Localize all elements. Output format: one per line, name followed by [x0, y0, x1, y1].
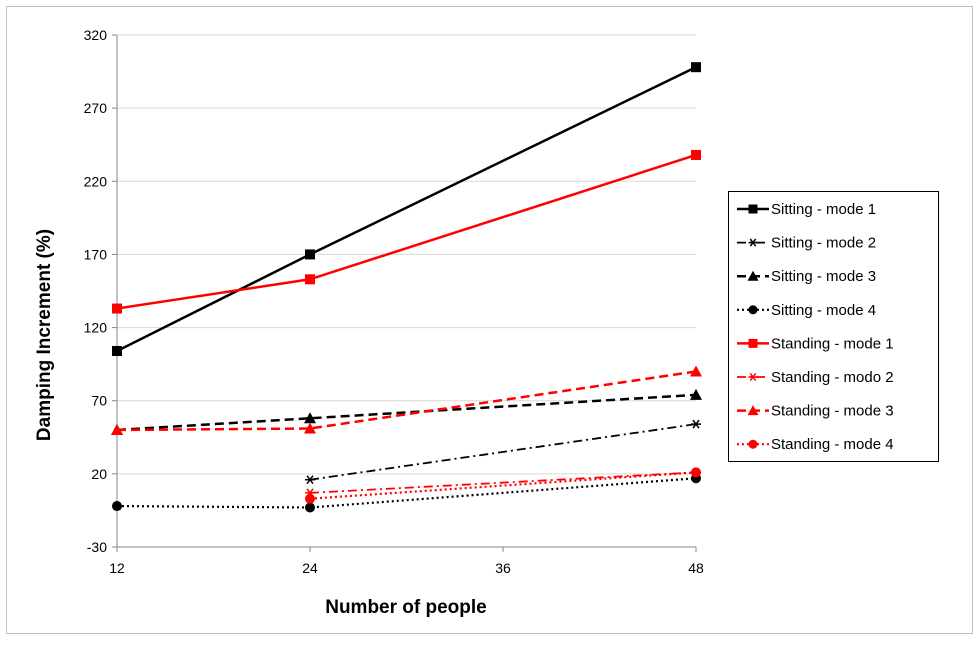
- legend-item: Standing - modo 2: [737, 369, 894, 386]
- data-point-marker: [747, 270, 759, 281]
- data-point-marker: [304, 412, 316, 424]
- y-tick-label: -30: [87, 539, 107, 555]
- series-line: [309, 471, 697, 494]
- asterisk-stroke: [749, 238, 757, 247]
- series-group: [111, 62, 702, 513]
- legend-item: Standing - mode 4: [737, 436, 894, 453]
- legend-label: Standing - modo 2: [771, 369, 894, 386]
- series-line: [116, 370, 697, 432]
- data-point-marker: [691, 62, 701, 73]
- data-point-marker: [691, 419, 701, 429]
- data-point-marker: [305, 493, 315, 504]
- legend-label: Standing - mode 4: [771, 436, 894, 453]
- y-tick-label: 170: [84, 246, 108, 262]
- x-tick-label: 48: [688, 560, 704, 576]
- legend-item: Standing - mode 1: [737, 335, 894, 352]
- series-line: [309, 423, 697, 481]
- data-point-marker: [747, 405, 759, 416]
- data-point-marker: [691, 149, 701, 160]
- data-point-marker: [305, 475, 315, 485]
- legend-items: Sitting - mode 1 Sitting - mode 2 Sitting …: [737, 201, 894, 453]
- data-point-marker: [690, 365, 702, 377]
- series-line: [116, 393, 697, 432]
- series-line: [116, 477, 697, 509]
- data-point-marker: [748, 305, 758, 315]
- data-point-marker: [304, 422, 316, 434]
- legend-box: [728, 191, 939, 462]
- axes: -30 20 70 120 170 220 270 320 12 24 36 48: [84, 27, 704, 576]
- data-point-marker: [305, 249, 315, 260]
- data-point-marker: [112, 345, 122, 356]
- data-point-marker: [690, 388, 702, 400]
- series-sitting-mode-1: [112, 62, 701, 356]
- data-point-marker: [691, 467, 701, 478]
- legend-label: Standing - mode 1: [771, 335, 894, 352]
- y-tick-label: 20: [91, 466, 107, 482]
- y-tick-label: 320: [84, 27, 108, 43]
- legend-item: Standing - mode 3: [737, 403, 894, 420]
- x-tick-label: 12: [109, 560, 125, 576]
- series-standing-mode-1: [112, 149, 701, 314]
- series-sitting-mode-2: [305, 419, 701, 485]
- legend-item: Sitting - mode 4: [737, 302, 876, 319]
- data-point-marker: [748, 372, 758, 382]
- x-axis-title: Number of people: [325, 597, 487, 618]
- legend: Sitting - mode 1 Sitting - mode 2 Sitting …: [728, 191, 939, 462]
- y-tick-label: 270: [84, 100, 108, 116]
- data-point-marker: [112, 501, 122, 512]
- series-standing-mode-4: [305, 467, 701, 504]
- data-point-marker: [748, 204, 758, 214]
- legend-item: Sitting - mode 3: [737, 268, 876, 285]
- data-point-marker: [111, 423, 123, 435]
- series-standing-mode-3: [111, 365, 702, 435]
- legend-label: Standing - mode 3: [771, 403, 894, 420]
- y-tick-label: 120: [84, 320, 108, 336]
- data-point-marker: [305, 502, 315, 513]
- legend-item: Sitting - mode 1: [737, 201, 876, 218]
- data-point-marker: [112, 303, 122, 314]
- series-sitting-mode-4: [112, 473, 701, 513]
- y-axis-title: Damping Increment (%): [34, 229, 55, 441]
- legend-label: Sitting - mode 3: [771, 268, 876, 285]
- asterisk-stroke: [306, 475, 314, 485]
- data-point-marker: [748, 238, 758, 247]
- x-tick-label: 36: [495, 560, 511, 576]
- x-tick-label: 24: [302, 560, 318, 576]
- legend-label: Sitting - mode 4: [771, 302, 876, 319]
- legend-label: Sitting - mode 2: [771, 235, 876, 252]
- data-point-marker: [305, 274, 315, 285]
- asterisk-stroke: [692, 419, 700, 429]
- y-tick-label: 220: [84, 173, 108, 189]
- y-tick-label: 70: [91, 393, 107, 409]
- data-point-marker: [748, 439, 758, 449]
- legend-item: Sitting - mode 2: [737, 235, 876, 252]
- data-point-marker: [748, 338, 758, 348]
- asterisk-stroke: [749, 372, 757, 382]
- legend-label: Sitting - mode 1: [771, 201, 876, 218]
